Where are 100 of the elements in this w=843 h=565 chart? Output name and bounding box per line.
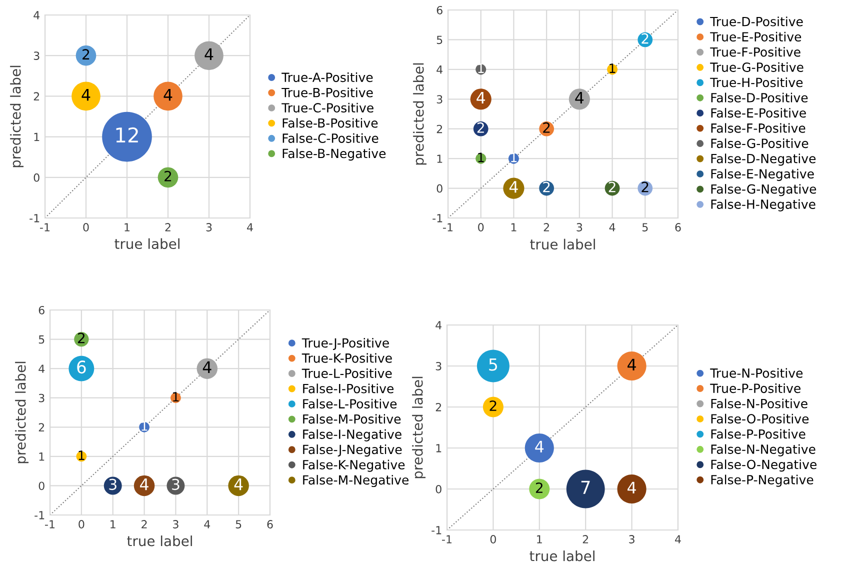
x-tick-label: 6 — [675, 223, 681, 232]
legend-label: False-P-Negative — [711, 474, 814, 487]
x-tick-label: 4 — [675, 535, 681, 544]
legend-label: False-E-Positive — [711, 108, 806, 118]
y-tick-label: 0 — [436, 484, 442, 494]
data-label: 2 — [642, 33, 648, 44]
y-tick-label: 3 — [34, 52, 40, 60]
y-tick-label: 5 — [436, 36, 442, 44]
legend-label: False-P-Positive — [711, 429, 806, 439]
x-tick-label: 5 — [642, 223, 648, 232]
y-tick-label: 6 — [38, 306, 44, 314]
data-label: 4 — [628, 358, 636, 370]
x-tick-label: 3 — [173, 520, 178, 528]
data-label: 4 — [204, 48, 214, 60]
y-tick-label: -1 — [30, 214, 40, 222]
legend-label: True-C-Positive — [282, 102, 374, 113]
data-label: 1 — [478, 64, 484, 73]
legend-label: True-P-Positive — [710, 383, 800, 394]
legend-label: False-H-Negative — [711, 199, 816, 212]
legend-label: False-B-Positive — [282, 118, 378, 128]
y-tick-label: 5 — [38, 335, 44, 344]
y-tick-label: 2 — [436, 402, 442, 412]
legend-label: False-D-Positive — [711, 92, 808, 102]
x-tick-label: 0 — [78, 520, 84, 528]
y-tick-label: 0 — [34, 173, 40, 182]
data-label: 3 — [109, 478, 116, 490]
data-label: 2 — [164, 170, 172, 182]
x-tick-label: -1 — [443, 223, 453, 232]
legend-label: False-L-Positive — [303, 398, 397, 409]
legend-label: True-L-Positive — [302, 368, 392, 378]
legend-label: True-F-Positive — [710, 47, 800, 57]
y-tick-label: 6 — [436, 6, 442, 14]
legend-label: True-E-Positive — [710, 32, 802, 42]
y-tick-label: 1 — [34, 132, 40, 142]
legend-label: True-B-Positive — [282, 88, 373, 98]
legend-label: False-M-Negative — [303, 474, 409, 488]
x-tick-label: 1 — [511, 223, 516, 232]
y-tick-label: -1 — [432, 214, 442, 222]
legend-label: False-C-Positive — [282, 133, 378, 143]
x-tick-label: 6 — [267, 520, 273, 528]
y-tick-label: 0 — [436, 184, 442, 193]
data-label: 2 — [82, 49, 90, 60]
data-label: 2 — [543, 182, 550, 192]
data-label: 2 — [490, 400, 496, 411]
data-label: 3 — [172, 478, 180, 490]
x-tick-label: 4 — [247, 223, 253, 232]
data-label: 2 — [543, 122, 550, 133]
x-tick-label: 0 — [478, 223, 484, 232]
x-axis-title: true label — [530, 550, 594, 562]
y-tick-label: 2 — [34, 92, 40, 100]
x-tick-label: -1 — [45, 520, 55, 528]
legend-label: False-N-Positive — [711, 398, 808, 408]
y-axis-title: predicted label — [10, 66, 24, 168]
legend-label: False-O-Negative — [711, 460, 816, 472]
data-label: 4 — [202, 361, 212, 373]
legend-label: False-M-Positive — [303, 414, 401, 424]
legend-label: False-I-Positive — [303, 384, 394, 394]
x-tick-label: 1 — [537, 535, 542, 544]
legend-label: True-G-Positive — [710, 62, 804, 72]
x-tick-label: 2 — [165, 223, 170, 232]
legend-label: False-G-Negative — [711, 184, 816, 196]
x-tick-label: 3 — [206, 223, 212, 232]
data-label: 2 — [642, 182, 648, 192]
x-tick-label: -1 — [442, 535, 452, 544]
y-tick-label: 0 — [38, 482, 44, 490]
legend-label: False-K-Negative — [303, 460, 405, 472]
y-axis-title: predicted label — [15, 362, 29, 464]
y-tick-label: 4 — [436, 321, 442, 330]
y-axis-title: predicted label — [412, 376, 426, 478]
y-tick-label: -1 — [432, 526, 442, 534]
data-label: 2 — [608, 182, 616, 192]
data-label: 4 — [509, 181, 518, 193]
legend-label: True-D-Positive — [710, 16, 803, 26]
y-tick-label: 1 — [39, 452, 44, 461]
legend-label: False-D-Negative — [711, 154, 816, 166]
data-label: 1 — [173, 392, 179, 402]
x-axis-title: true label — [530, 238, 595, 250]
data-label: 4 — [140, 478, 148, 490]
legend-label: True-N-Positive — [710, 368, 803, 378]
y-tick-label: 3 — [436, 362, 442, 370]
x-tick-label: 2 — [544, 223, 549, 232]
legend-label: True-A-Positive — [282, 72, 373, 82]
x-tick-label: 2 — [582, 535, 588, 544]
y-axis-title: predicted label — [413, 63, 427, 165]
legend-label: True-H-Positive — [710, 78, 803, 88]
y-tick-label: 4 — [34, 11, 40, 20]
legend-label: False-J-Negative — [303, 444, 402, 457]
legend-label: False-B-Negative — [282, 148, 386, 161]
x-tick-label: 3 — [576, 223, 582, 232]
x-tick-label: 4 — [609, 223, 616, 232]
data-label: 4 — [164, 89, 172, 101]
x-tick-label: 5 — [236, 520, 242, 528]
data-label: 1 — [511, 152, 517, 162]
legend-label: False-O-Positive — [711, 414, 809, 424]
data-label: 1 — [478, 152, 484, 162]
y-tick-label: 2 — [38, 423, 44, 432]
legend-label: True-J-Positive — [302, 338, 389, 350]
data-label: 6 — [77, 360, 86, 374]
x-tick-label: 3 — [629, 535, 634, 544]
data-label: 2 — [78, 332, 84, 344]
